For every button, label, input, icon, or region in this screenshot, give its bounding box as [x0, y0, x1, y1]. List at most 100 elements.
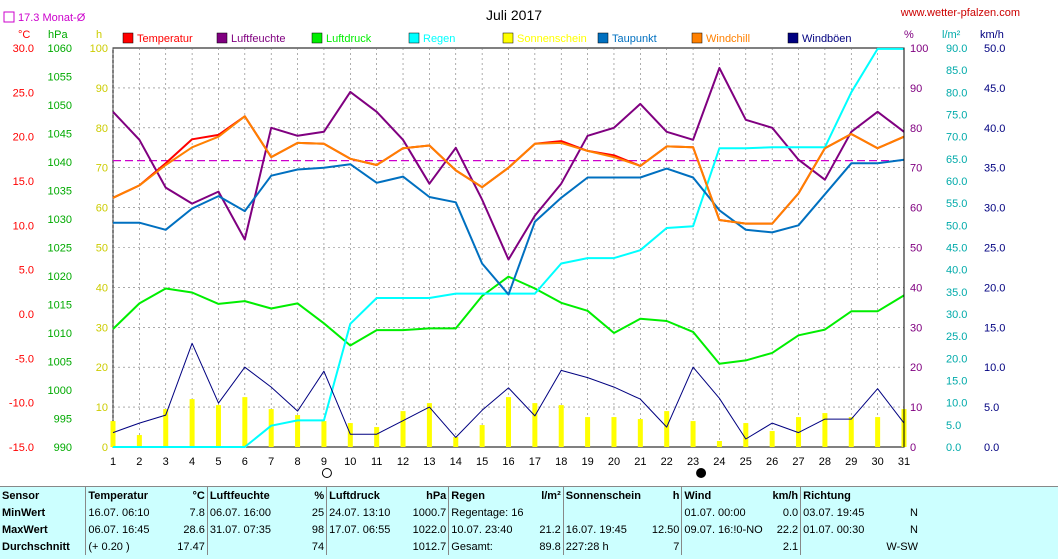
- rain-tick-label: 25.0: [946, 331, 967, 343]
- sunshine-bar: [743, 423, 749, 447]
- sunshine-bar: [189, 399, 195, 447]
- sunshine-bar: [136, 435, 142, 447]
- max-wind-time: 09.07. 16:!0-NO: [681, 521, 767, 538]
- legend-label: Taupunkt: [612, 33, 657, 45]
- x-tick-label: 6: [242, 456, 248, 468]
- legend-swatch: [691, 32, 703, 44]
- min-rain-text: Regentage: 16: [448, 504, 530, 521]
- max-rain-text: 10.07. 23:40: [448, 521, 530, 538]
- min-temp-val: 7.8: [189, 506, 205, 519]
- hdr-hum: Luftfeuchte: [206, 487, 297, 504]
- avg-temp-time: (+ 0.20 ): [85, 538, 176, 555]
- temp-tick-label: -5.0: [15, 353, 34, 365]
- legend-label: Sonnenschein: [517, 33, 587, 45]
- x-tick-label: 21: [634, 456, 646, 468]
- unit-percent: %: [904, 29, 914, 41]
- avg-sun-val: 7: [673, 540, 680, 553]
- legend-swatch: [122, 32, 134, 44]
- max-press-time: 17.07. 06:55: [326, 521, 411, 538]
- series-line-windb-en: [112, 342, 905, 440]
- max-press-val: 1022.0: [412, 523, 447, 536]
- temp-tick-label: 20.0: [13, 132, 34, 144]
- x-tick-label: 30: [872, 456, 884, 468]
- x-tick-label: 24: [713, 456, 725, 468]
- legend-label: Regen: [423, 33, 455, 45]
- percent-tick-label: 50: [910, 243, 922, 255]
- sunshine-bar: [506, 397, 511, 447]
- x-tick-label: 23: [687, 456, 699, 468]
- sunshine-bar: [769, 431, 775, 447]
- x-tick-label: 7: [268, 456, 274, 468]
- sunshine-bar: [347, 423, 353, 447]
- max-hum-val: 98: [311, 523, 325, 536]
- rain-tick-label: 90.0: [946, 43, 967, 55]
- hdr-rain-unit: l/m²: [541, 489, 561, 502]
- sunshine-bar: [479, 425, 485, 447]
- x-tick-label: 13: [423, 456, 435, 468]
- chart-title: Juli 2017: [486, 7, 542, 23]
- temp-tick-label: 0.0: [19, 309, 34, 321]
- hours-tick-label: 60: [96, 203, 108, 215]
- wind-tick-label: 5.0: [984, 402, 999, 414]
- axes: 1 2 3 4 5 6 7 8 9 10 11 12 13 14 15 16 17 18 19 20 21 22 23 24 2…: [9, 43, 1005, 478]
- min-hum-time: 06.07. 16:00: [206, 504, 297, 521]
- temp-tick-label: 15.0: [13, 176, 34, 188]
- rain-tick-label: 65.0: [946, 154, 967, 166]
- min-sun-val: [648, 504, 682, 521]
- rain-tick-label: 20.0: [946, 353, 967, 365]
- temp-tick-label: 5.0: [19, 265, 34, 277]
- avg-hum-val: 74: [311, 540, 325, 553]
- x-tick-label: 27: [792, 456, 804, 468]
- hdr-hum-unit: %: [314, 489, 325, 502]
- avg-hum-time: [206, 538, 297, 555]
- hdr-wind-unit: km/h: [772, 489, 799, 502]
- max-temp-time: 06.07. 16:45: [85, 521, 176, 538]
- pressure-tick-label: 1025: [48, 243, 72, 255]
- hours-tick-label: 90: [96, 83, 108, 95]
- wind-tick-label: 35.0: [984, 163, 1005, 175]
- avg-rain-val: 89.8: [539, 540, 561, 553]
- wind-tick-label: 20.0: [984, 282, 1005, 294]
- avg-wind-time: [681, 538, 767, 555]
- x-tick-label: 2: [136, 456, 142, 468]
- pressure-tick-label: 1055: [48, 72, 72, 84]
- hdr-sun-unit: h: [672, 489, 680, 502]
- pressure-tick-label: 1010: [48, 328, 72, 340]
- temp-tick-label: -15.0: [9, 442, 34, 454]
- hours-tick-label: 40: [96, 282, 108, 294]
- series-line-luftdruck: [112, 275, 905, 365]
- hours-tick-label: 10: [96, 402, 108, 414]
- legend-swatch: [597, 32, 609, 44]
- rain-tick-label: 70.0: [946, 132, 967, 144]
- x-tick-label: 4: [189, 456, 195, 468]
- legend-swatch: [787, 32, 799, 44]
- avg-legend-box: [3, 11, 15, 23]
- full-moon-icon: [321, 468, 332, 478]
- x-tick-label: 10: [344, 456, 356, 468]
- min-wind-time: 01.07. 00:00: [681, 504, 767, 521]
- hdr-press: Luftdruck: [326, 487, 411, 504]
- avg-legend-label: 17.3 Monat-Ø: [18, 12, 86, 24]
- pressure-tick-label: 1060: [48, 43, 72, 55]
- temp-tick-label: -10.0: [9, 398, 34, 410]
- avg-label: Durchschnitt: [2, 540, 70, 553]
- max-dir-time: 01.07. 00:30: [800, 521, 885, 538]
- hdr-temp: Temperatur: [85, 487, 176, 504]
- avg-wind-val: 2.1: [782, 540, 799, 553]
- pressure-tick-label: 990: [54, 442, 72, 454]
- legend-label: Luftdruck: [326, 33, 372, 45]
- sunshine-bar: [400, 411, 406, 447]
- sunshine-bar: [163, 409, 169, 447]
- min-press-val: 1000.7: [412, 506, 447, 519]
- x-tick-label: 3: [163, 456, 169, 468]
- hdr-temp-unit: °C: [192, 489, 205, 502]
- wind-tick-label: 40.0: [984, 123, 1005, 135]
- hdr-wind: Wind: [681, 487, 767, 504]
- unit-rain: l/m²: [942, 29, 961, 41]
- x-tick-label: 16: [502, 456, 514, 468]
- sunshine-bar: [242, 397, 248, 447]
- sunshine-bar: [558, 405, 564, 447]
- legend-label: Windchill: [706, 33, 750, 45]
- pressure-tick-label: 1045: [48, 129, 72, 141]
- percent-tick-label: 20: [910, 362, 922, 374]
